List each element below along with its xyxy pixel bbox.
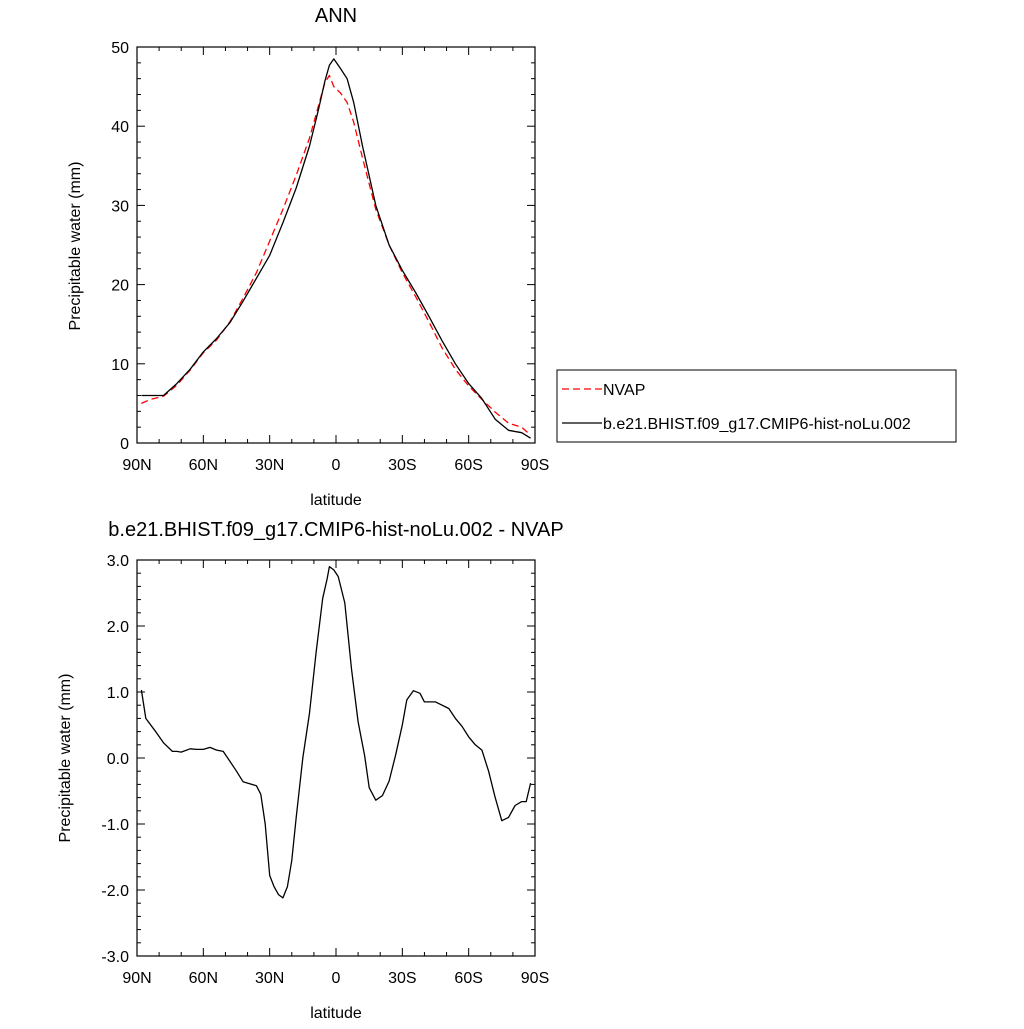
top-x-tick-label: 0: [332, 457, 341, 474]
bottom-panel: b.e21.BHIST.f09_g17.CMIP6-hist-noLu.002 …: [57, 519, 564, 1022]
top-series-line-1: [141, 58, 531, 439]
bottom-y-tick-label: 0.0: [107, 751, 129, 768]
bottom-x-axis-label: latitude: [310, 1005, 362, 1022]
top-series-line-0: [141, 74, 532, 436]
legend-label-model: b.e21.BHIST.f09_g17.CMIP6-hist-noLu.002: [603, 416, 911, 433]
legend-label-nvap: NVAP: [603, 382, 645, 399]
bottom-y-axis-label: Precipitable water (mm): [57, 674, 74, 843]
bottom-y-tick-label: 1.0: [107, 685, 129, 702]
bottom-x-tick-label: 60S: [454, 970, 482, 987]
top-chart-title: ANN: [315, 5, 357, 27]
top-y-tick-label: 50: [111, 40, 129, 57]
top-y-tick-label: 10: [111, 357, 129, 374]
top-y-tick-label: 0: [120, 436, 129, 453]
top-x-tick-label: 30S: [388, 457, 416, 474]
bottom-y-tick-label: -1.0: [101, 817, 129, 834]
top-x-tick-label: 60S: [454, 457, 482, 474]
bottom-plot-frame: [136, 559, 536, 957]
top-x-axis-label: latitude: [310, 492, 362, 509]
top-x-tick-label: 90S: [521, 457, 549, 474]
bottom-y-tick-label: 2.0: [107, 619, 129, 636]
top-y-tick-label: 40: [111, 119, 129, 136]
top-plot-frame: [136, 46, 536, 444]
top-y-tick-label: 30: [111, 198, 129, 215]
bottom-y-tick-label: -2.0: [101, 883, 129, 900]
bottom-y-tick-label: -3.0: [101, 949, 129, 966]
bottom-y-tick-label: 3.0: [107, 553, 129, 570]
top-y-axis-label: Precipitable water (mm): [67, 162, 84, 331]
top-x-tick-label: 90N: [122, 457, 151, 474]
legend: NVAP b.e21.BHIST.f09_g17.CMIP6-hist-noLu…: [556, 369, 957, 443]
top-y-tick-label: 20: [111, 278, 129, 295]
bottom-x-tick-label: 30N: [255, 970, 284, 987]
top-x-tick-label: 60N: [189, 457, 218, 474]
bottom-x-tick-label: 0: [332, 970, 341, 987]
bottom-x-tick-label: 90S: [521, 970, 549, 987]
bottom-x-tick-label: 60N: [189, 970, 218, 987]
top-panel: ANN Precipitable water (mm) latitude 90N…: [67, 5, 549, 509]
bottom-series-line-0: [140, 565, 532, 899]
bottom-x-tick-label: 90N: [122, 970, 151, 987]
top-x-tick-label: 30N: [255, 457, 284, 474]
legend-box: [556, 369, 957, 443]
bottom-x-tick-label: 30S: [388, 970, 416, 987]
bottom-chart-title: b.e21.BHIST.f09_g17.CMIP6-hist-noLu.002 …: [108, 519, 563, 541]
